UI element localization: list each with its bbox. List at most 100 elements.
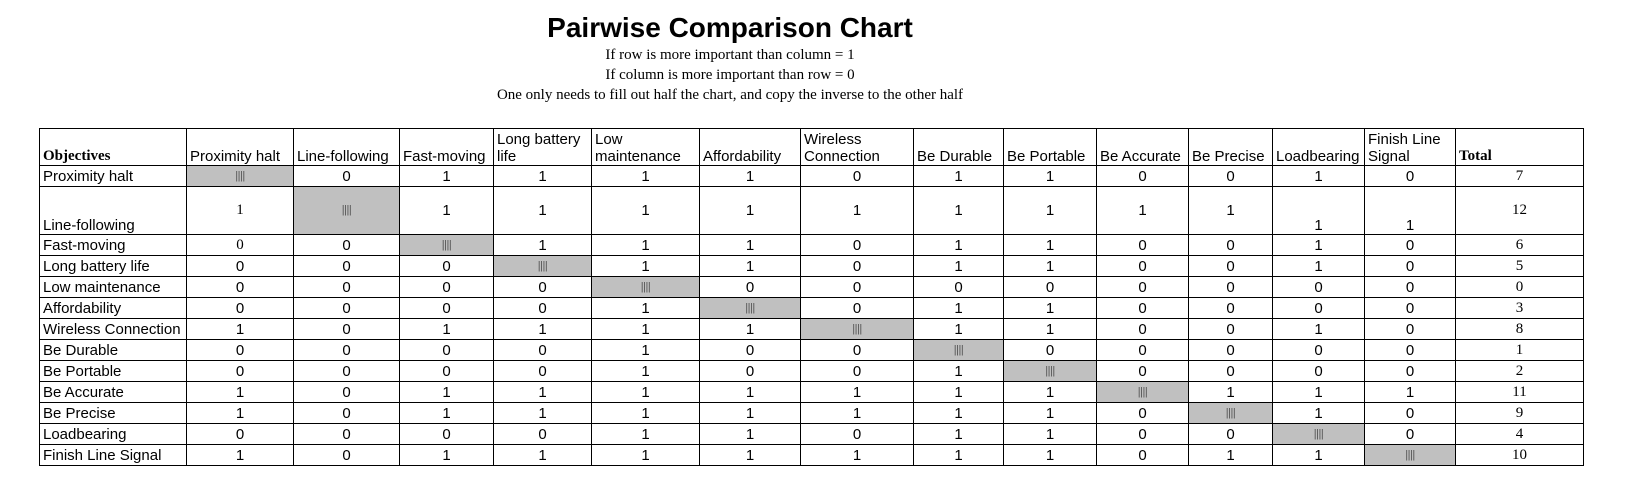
comparison-cell: 1 [186,402,294,424]
row-label: Be Portable [39,360,187,382]
comparison-cell: 1 [1272,234,1365,256]
comparison-cell: 0 [1364,318,1456,340]
row-total: 2 [1455,360,1584,382]
comparison-cell: 1 [186,381,294,403]
comparison-cell: 0 [293,381,400,403]
comparison-cell: 0 [800,255,914,277]
comparison-cell: 1 [1272,318,1365,340]
comparison-cell: 1 [1003,165,1097,187]
comparison-cell: 1 [186,318,294,340]
instruction-line-3: One only needs to fill out half the char… [496,87,964,103]
table-row: Low maintenance 0 0 0 0 |||| 0 0 0 0 0 0 0 0 0 [39,276,1584,298]
comparison-cell: 1 [591,339,700,361]
diagonal-cell: |||| [591,276,700,298]
objectives-header: Objectives [39,128,187,166]
comparison-cell: 0 [1096,360,1189,382]
comparison-cell: 0 [293,444,400,466]
row-total: 6 [1455,234,1584,256]
diagonal-cell: |||| [1272,423,1365,445]
comparison-cell: 0 [913,276,1004,298]
comparison-cell: 0 [399,276,494,298]
comparison-cell: 0 [293,276,400,298]
comparison-cell: 1 [913,360,1004,382]
comparison-cell: 1 [913,297,1004,319]
comparison-cell: 0 [399,423,494,445]
comparison-cell: 0 [186,255,294,277]
comparison-cell: 0 [293,234,400,256]
comparison-cell: 0 [1096,255,1189,277]
diagonal-cell: |||| [1188,402,1273,424]
comparison-cell: 0 [399,255,494,277]
row-total: 10 [1455,444,1584,466]
comparison-cell: 1 [186,186,294,235]
comparison-cell: 1 [399,186,494,235]
comparison-cell: 1 [1003,234,1097,256]
row-label: Be Precise [39,402,187,424]
comparison-cell: 0 [1096,165,1189,187]
comparison-cell: 0 [293,402,400,424]
instruction-line-2: If column is more important than row = 0 [605,67,855,83]
comparison-cell: 1 [1272,165,1365,187]
comparison-cell: 1 [591,444,700,466]
comparison-cell: 0 [293,360,400,382]
comparison-cell: 1 [1188,186,1273,235]
comparison-cell: 0 [1188,165,1273,187]
comparison-cell: 0 [1364,402,1456,424]
comparison-cell: 0 [800,297,914,319]
table-row: Be Accurate 1 0 1 1 1 1 1 1 1 |||| 1 1 1 11 [39,381,1584,403]
comparison-cell: 0 [186,297,294,319]
diagonal-cell: |||| [1096,381,1189,403]
comparison-cell: 1 [399,402,494,424]
diagonal-cell: |||| [399,234,494,256]
comparison-cell: 1 [493,444,592,466]
column-header: Affordability [699,128,801,166]
table-row: Be Durable 0 0 0 0 1 0 0 |||| 0 0 0 0 0 1 [39,339,1584,361]
comparison-cell: 1 [591,255,700,277]
comparison-cell: 1 [913,186,1004,235]
row-label: Be Durable [39,339,187,361]
comparison-cell: 0 [1364,255,1456,277]
comparison-cell: 1 [1003,381,1097,403]
column-header: Be Accurate [1096,128,1189,166]
table-row: Wireless Connection 1 0 1 1 1 1 |||| 1 1 0 0 1 0 8 [39,318,1584,340]
comparison-cell: 1 [1003,255,1097,277]
row-label: Loadbearing [39,423,187,445]
row-total: 11 [1455,381,1584,403]
comparison-cell: 1 [399,165,494,187]
table-row: Loadbearing 0 0 0 0 1 1 0 1 1 0 0 |||| 0 4 [39,423,1584,445]
table-row: Fast-moving 0 0 |||| 1 1 1 0 1 1 0 0 1 0 6 [39,234,1584,256]
row-label: Proximity halt [39,165,187,187]
comparison-cell: 0 [186,234,294,256]
diagonal-cell: |||| [493,255,592,277]
row-total: 3 [1455,297,1584,319]
table-row: Long battery life 0 0 0 |||| 1 1 0 1 1 0 0 1 0 5 [39,255,1584,277]
diagonal-cell: |||| [800,318,914,340]
comparison-cell: 0 [1003,339,1097,361]
comparison-cell: 1 [699,186,801,235]
comparison-cell: 0 [1003,276,1097,298]
column-header: Wireless Connection [800,128,914,166]
comparison-cell: 1 [591,318,700,340]
instruction-line-1: If row is more important than column = 1 [605,47,855,63]
row-label: Affordability [39,297,187,319]
row-label: Be Accurate [39,381,187,403]
comparison-cell: 1 [591,423,700,445]
diagonal-cell: |||| [293,186,400,235]
chart-title: Pairwise Comparison Chart [547,12,913,43]
comparison-cell: 0 [293,339,400,361]
comparison-cell: 1 [1003,186,1097,235]
comparison-cell: 1 [1003,423,1097,445]
comparison-cell: 0 [493,276,592,298]
comparison-cell: 1 [1364,381,1456,403]
row-total: 5 [1455,255,1584,277]
comparison-cell: 0 [1096,276,1189,298]
column-header: Finish Line Signal [1364,128,1456,166]
comparison-cell: 0 [186,360,294,382]
comparison-cell: 1 [1272,444,1365,466]
comparison-cell: 0 [1364,339,1456,361]
comparison-cell: 1 [913,255,1004,277]
diagonal-cell: |||| [913,339,1004,361]
pairwise-comparison-table: Objectives Proximity halt Line-following Fa… [39,128,1584,466]
comparison-cell: 1 [493,186,592,235]
comparison-cell: 0 [1364,276,1456,298]
